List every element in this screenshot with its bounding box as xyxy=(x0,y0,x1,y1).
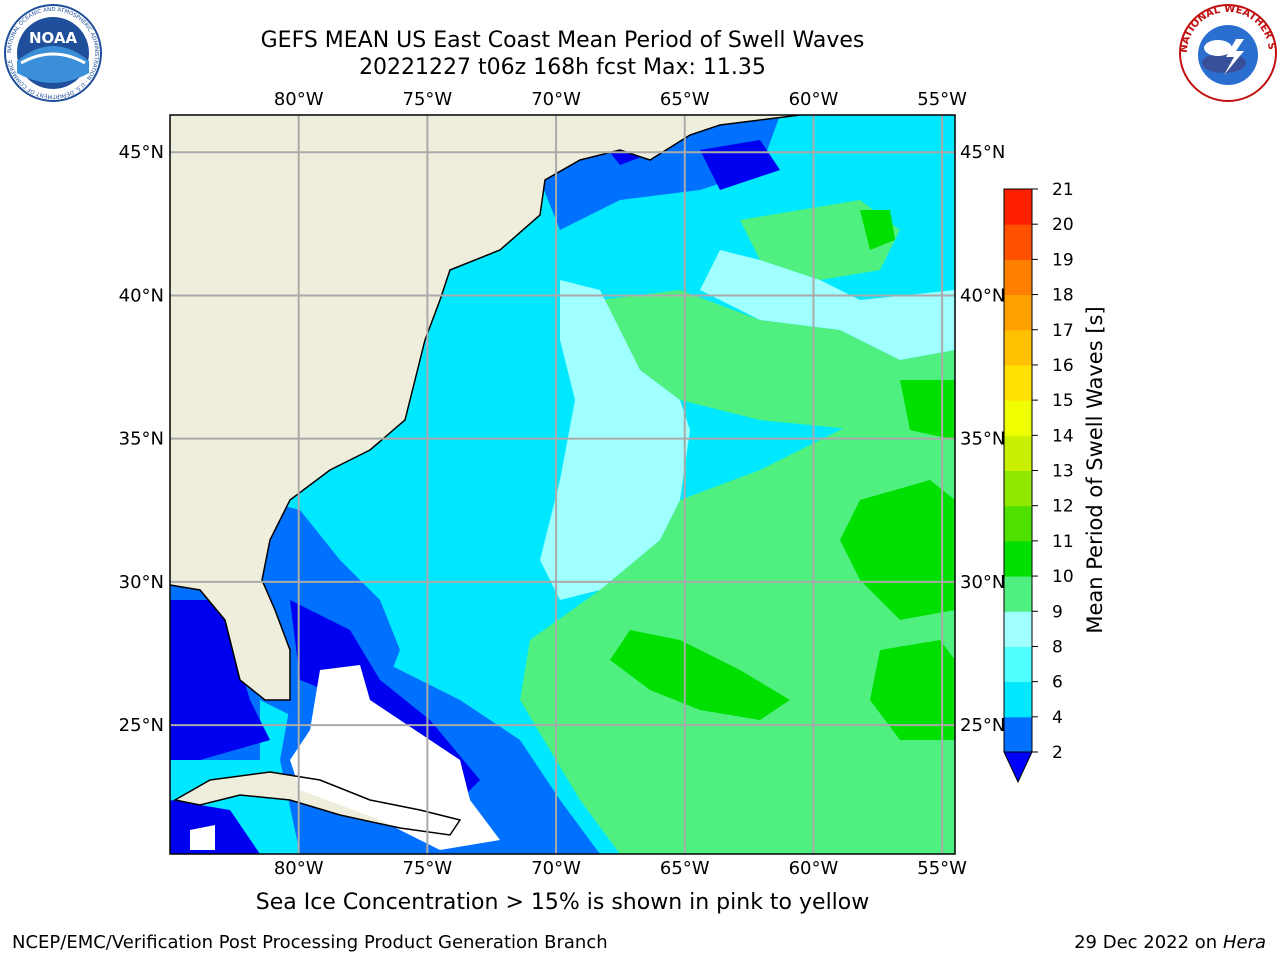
lat-label-left: 35°N xyxy=(119,429,164,450)
colorbar-segment xyxy=(1004,189,1032,225)
colorbar-segment xyxy=(1004,435,1032,471)
coastline xyxy=(172,771,462,836)
footer-credit: NCEP/EMC/Verification Post Processing Pr… xyxy=(12,932,608,953)
colorbar-segment xyxy=(1004,646,1032,683)
colorbar: 21 20 19 18 17 16 15 14 13 12 11 10 9 8 6 4 2 Mean Perio… xyxy=(1003,180,1107,784)
colorbar-segment xyxy=(1004,505,1032,542)
coastline xyxy=(170,115,801,701)
colorbar-segment xyxy=(1004,681,1032,718)
colorbar-segment xyxy=(1004,364,1032,401)
swell-region-8-9 xyxy=(540,280,690,600)
lat-label-right: 45°N xyxy=(960,142,1005,163)
lon-label-bottom: 55°W xyxy=(917,858,967,879)
colorbar-tick-label: 16 xyxy=(1052,356,1074,376)
colorbar-tick-label: 6 xyxy=(1052,673,1063,693)
sea-ice-note: Sea Ice Concentration > 15% is shown in … xyxy=(255,890,870,915)
lat-label-left: 45°N xyxy=(119,142,164,163)
colorbar-tick-label: 8 xyxy=(1052,637,1063,657)
footer-date: 29 Dec 2022 on Hera xyxy=(1074,932,1266,953)
swell-region-10-11 xyxy=(840,480,955,620)
colorbar-segment xyxy=(1004,576,1032,612)
lon-label-top: 80°W xyxy=(274,89,324,110)
swell-region-9-10 xyxy=(520,380,955,854)
lon-label-bottom: 65°W xyxy=(660,858,710,879)
colorbar-tick-label: 2 xyxy=(1052,743,1063,763)
footer-host: Hera xyxy=(1222,932,1266,953)
swell-region-10-11 xyxy=(860,210,895,250)
nws-logo: NATIONAL WEATHER SERVICE xyxy=(1178,3,1277,102)
lat-label-right: 30°N xyxy=(960,572,1005,593)
lon-label-top: 70°W xyxy=(531,89,581,110)
no-data-region xyxy=(190,825,215,850)
swell-region-9-10 xyxy=(600,290,955,430)
colorbar-tick-label: 21 xyxy=(1052,180,1074,200)
swell-region-2-4 xyxy=(170,600,270,760)
colorbar-tick-label: 20 xyxy=(1052,215,1074,235)
lat-label-right: 25°N xyxy=(960,715,1005,736)
map-gridlines xyxy=(170,115,955,854)
lat-label-right: 35°N xyxy=(960,429,1005,450)
swell-region-9-10 xyxy=(740,200,900,280)
colorbar-tick-label: 9 xyxy=(1052,602,1063,622)
lat-label-left: 40°N xyxy=(119,285,164,306)
map-frame xyxy=(169,114,956,855)
colorbar-segment xyxy=(1004,259,1032,296)
colorbar-segment xyxy=(1004,716,1032,753)
lon-label-bottom: 70°W xyxy=(531,858,581,879)
lat-label-left: 30°N xyxy=(119,572,164,593)
colorbar-segment xyxy=(1004,294,1032,331)
lon-label-top: 60°W xyxy=(789,89,839,110)
footer-date-text: 29 Dec 2022 on xyxy=(1074,932,1218,953)
colorbar-segment xyxy=(1004,329,1032,366)
noaa-logo: NOAA NATIONAL OCEANIC AND ATMOSPHERIC AD… xyxy=(4,4,102,102)
noaa-logo-text: NOAA xyxy=(29,29,78,47)
north-america-land xyxy=(170,115,800,700)
colorbar-tick-label: 10 xyxy=(1052,567,1074,587)
colorbar-tick-label: 18 xyxy=(1052,286,1074,306)
lat-label-left: 25°N xyxy=(119,715,164,736)
colorbar-segment xyxy=(1004,400,1032,436)
lon-label-bottom: 75°W xyxy=(403,858,453,879)
colorbar-segment xyxy=(1004,611,1032,647)
lon-label-bottom: 60°W xyxy=(789,858,839,879)
lon-label-top: 55°W xyxy=(917,89,967,110)
colorbar-tick-label: 17 xyxy=(1052,321,1074,341)
no-data-region xyxy=(290,665,500,850)
chart-title: GEFS MEAN US East Coast Mean Period of S… xyxy=(260,28,865,53)
colorbar-tick-label: 13 xyxy=(1052,462,1074,482)
colorbar-tick-label: 19 xyxy=(1052,250,1074,270)
colorbar-segment xyxy=(1004,224,1032,260)
colorbar-tick-label: 11 xyxy=(1052,532,1074,552)
swell-region-10-11 xyxy=(870,640,955,740)
colorbar-tick-label: 4 xyxy=(1052,708,1063,728)
colorbar-under-arrow xyxy=(1003,751,1033,784)
swell-region-8-9 xyxy=(700,250,955,360)
lon-label-top: 75°W xyxy=(403,89,453,110)
colorbar-segment xyxy=(1004,470,1032,507)
lat-label-right: 40°N xyxy=(960,285,1005,306)
colorbar-label: Mean Period of Swell Waves [s] xyxy=(1083,306,1107,633)
lon-label-bottom: 80°W xyxy=(274,858,324,879)
colorbar-tick-label: 12 xyxy=(1052,497,1074,517)
colorbar-tick-label: 14 xyxy=(1052,426,1074,446)
colorbar-segment xyxy=(1004,540,1032,577)
chart-subtitle: 20221227 t06z 168h fcst Max: 11.35 xyxy=(359,55,766,80)
lon-label-top: 65°W xyxy=(660,89,710,110)
swell-region-10-11 xyxy=(610,630,790,720)
colorbar-tick-label: 15 xyxy=(1052,391,1074,411)
